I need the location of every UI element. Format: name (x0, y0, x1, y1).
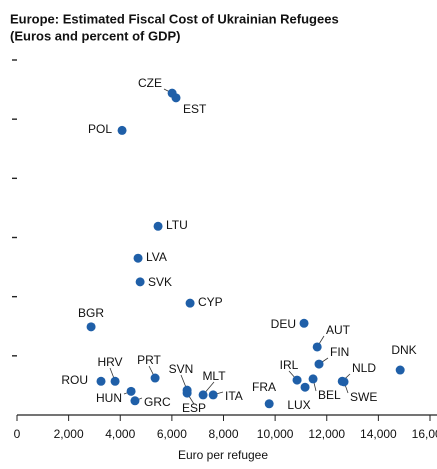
point (299, 318, 309, 328)
point (185, 298, 195, 308)
point-label: ROU (61, 373, 88, 387)
point-label: SVN (169, 362, 194, 376)
point-label: IRL (280, 358, 299, 372)
point-label: BEL (318, 388, 341, 402)
point-label: BGR (78, 306, 104, 320)
x-tick-label: 14,000 (360, 427, 397, 441)
x-tick-label: 16,000 (412, 427, 437, 441)
point-label: FIN (330, 345, 349, 359)
point (135, 277, 145, 287)
point-label: ESP (182, 401, 206, 415)
point (182, 388, 192, 398)
x-tick-label: 8,000 (208, 427, 238, 441)
point (96, 376, 106, 386)
x-tick-label: 4,000 (105, 427, 135, 441)
point-label: POL (88, 122, 112, 136)
point (292, 375, 302, 385)
point-label: LUX (287, 398, 310, 412)
point (308, 374, 318, 384)
x-tick-label: 0 (14, 427, 21, 441)
point-label: HUN (96, 391, 122, 405)
point (395, 365, 405, 375)
point (150, 373, 160, 383)
point (264, 399, 274, 409)
point-label: CYP (198, 295, 223, 309)
point (171, 93, 181, 103)
point-label: NLD (352, 361, 376, 375)
point-label: LVA (146, 250, 167, 264)
point (117, 125, 127, 135)
point-label: AUT (326, 323, 351, 337)
point (339, 377, 349, 387)
point (86, 322, 96, 332)
chart-title: Europe: Estimated Fiscal Cost of Ukraini… (10, 11, 339, 26)
point (110, 376, 120, 386)
point-label: HRV (97, 355, 122, 369)
point (130, 396, 140, 406)
point-label: PRT (137, 353, 161, 367)
point-label: SWE (350, 390, 377, 404)
x-tick-label: 12,000 (308, 427, 345, 441)
point-label: SVK (148, 275, 172, 289)
point (126, 386, 136, 396)
point-label: MLT (202, 369, 226, 383)
x-tick-label: 10,000 (257, 427, 294, 441)
x-tick-label: 6,000 (157, 427, 187, 441)
point (300, 382, 310, 392)
point (133, 253, 143, 263)
point (198, 390, 208, 400)
point-label: GRC (144, 395, 171, 409)
point-label: DNK (391, 343, 416, 357)
chart-subtitle: (Euros and percent of GDP) (10, 28, 180, 43)
point-label: FRA (252, 380, 276, 394)
x-axis-label: Euro per refugee (178, 448, 268, 462)
point (314, 359, 324, 369)
point (312, 342, 322, 352)
point (153, 221, 163, 231)
point-label: LTU (166, 218, 188, 232)
point-label: EST (183, 102, 207, 116)
point-label: DEU (271, 317, 296, 331)
x-tick-label: 2,000 (54, 427, 84, 441)
point-label: ITA (225, 389, 243, 403)
point (208, 390, 218, 400)
point-label: CZE (138, 76, 162, 90)
